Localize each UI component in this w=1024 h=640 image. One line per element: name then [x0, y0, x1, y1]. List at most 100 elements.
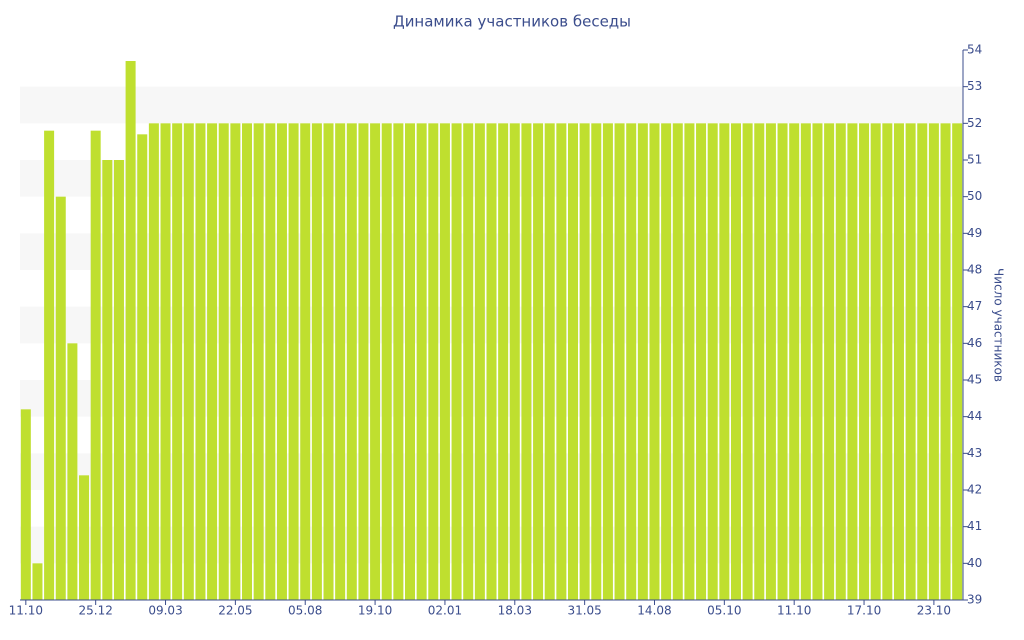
bar: [602, 123, 613, 600]
x-tick-label: 05.10: [707, 604, 741, 618]
y-tick-label: 40: [967, 556, 982, 570]
bar: [824, 123, 835, 600]
y-tick-label: 49: [967, 226, 982, 240]
bar: [405, 123, 416, 600]
bar: [917, 123, 928, 600]
y-tick-label: 48: [967, 263, 982, 277]
bar: [544, 123, 555, 600]
bar: [32, 563, 43, 600]
x-tick-label: 25.12: [78, 604, 112, 618]
bar: [498, 123, 509, 600]
bar: [463, 123, 474, 600]
y-tick-label: 52: [967, 116, 982, 130]
bar: [102, 160, 113, 600]
chart-title: Динамика участников беседы: [393, 13, 631, 31]
x-tick-label: 11.10: [777, 604, 811, 618]
bar: [242, 123, 253, 600]
bar: [218, 123, 229, 600]
bar: [148, 123, 159, 600]
bar: [847, 123, 858, 600]
bar: [521, 123, 532, 600]
bar: [905, 123, 916, 600]
x-tick-label: 19.10: [358, 604, 392, 618]
bar: [800, 123, 811, 600]
bar: [172, 123, 183, 600]
bar: [44, 130, 55, 600]
y-tick-label: 42: [967, 483, 982, 497]
bar: [742, 123, 753, 600]
y-tick-label: 50: [967, 189, 982, 203]
bar: [381, 123, 392, 600]
bar: [428, 123, 439, 600]
bar: [859, 123, 870, 600]
bar: [276, 123, 287, 600]
bar: [591, 123, 602, 600]
x-tick-label: 05.08: [288, 604, 322, 618]
bar: [370, 123, 381, 600]
x-tick-label: 23.10: [917, 604, 951, 618]
y-tick-label: 54: [967, 43, 982, 57]
bar: [614, 123, 625, 600]
bar: [940, 123, 951, 600]
bar: [230, 123, 241, 600]
x-tick-label: 14.08: [637, 604, 671, 618]
y-tick-label: 43: [967, 446, 982, 460]
bar: [684, 123, 695, 600]
bar: [253, 123, 264, 600]
bar: [358, 123, 369, 600]
bar: [626, 123, 637, 600]
bar: [113, 160, 124, 600]
bar: [637, 123, 648, 600]
y-tick-label: 41: [967, 519, 982, 533]
x-tick-label: 17.10: [847, 604, 881, 618]
y-tick-label: 53: [967, 79, 982, 93]
bar: [207, 123, 218, 600]
bar: [265, 123, 276, 600]
x-tick-label: 02.01: [428, 604, 462, 618]
bar: [183, 123, 194, 600]
bar: [195, 123, 206, 600]
bar: [439, 123, 450, 600]
bar: [451, 123, 462, 600]
bar: [67, 343, 78, 600]
y-tick-label: 46: [967, 336, 982, 350]
bar: [649, 123, 660, 600]
bar: [870, 123, 881, 600]
bar: [835, 123, 846, 600]
bar: [696, 123, 707, 600]
y-tick-label: 39: [967, 593, 982, 607]
bar: [335, 123, 346, 600]
bar: [393, 123, 404, 600]
bar: [323, 123, 334, 600]
bar: [288, 123, 299, 600]
bar: [730, 123, 741, 600]
bar: [707, 123, 718, 600]
x-tick-label: 11.10: [9, 604, 43, 618]
x-tick-label: 09.03: [148, 604, 182, 618]
x-tick-label: 31.05: [567, 604, 601, 618]
y-tick-label: 45: [967, 373, 982, 387]
bar: [661, 123, 672, 600]
bar: [346, 123, 357, 600]
bar: [812, 123, 823, 600]
bar: [300, 123, 311, 600]
bar: [579, 123, 590, 600]
bar: [311, 123, 322, 600]
bar: [486, 123, 497, 600]
bar: [79, 475, 90, 600]
bar: [672, 123, 683, 600]
x-tick-label: 22.05: [218, 604, 252, 618]
bar: [55, 196, 66, 600]
x-tick-label: 18.03: [498, 604, 532, 618]
bar: [509, 123, 520, 600]
grid-band: [20, 86, 963, 124]
y-tick-label: 44: [967, 409, 982, 423]
bar: [765, 123, 776, 600]
bar: [567, 123, 578, 600]
bar: [533, 123, 544, 600]
bar: [928, 123, 939, 600]
y-tick-label: 51: [967, 153, 982, 167]
bar: [719, 123, 730, 600]
y-tick-label: 47: [967, 299, 982, 313]
